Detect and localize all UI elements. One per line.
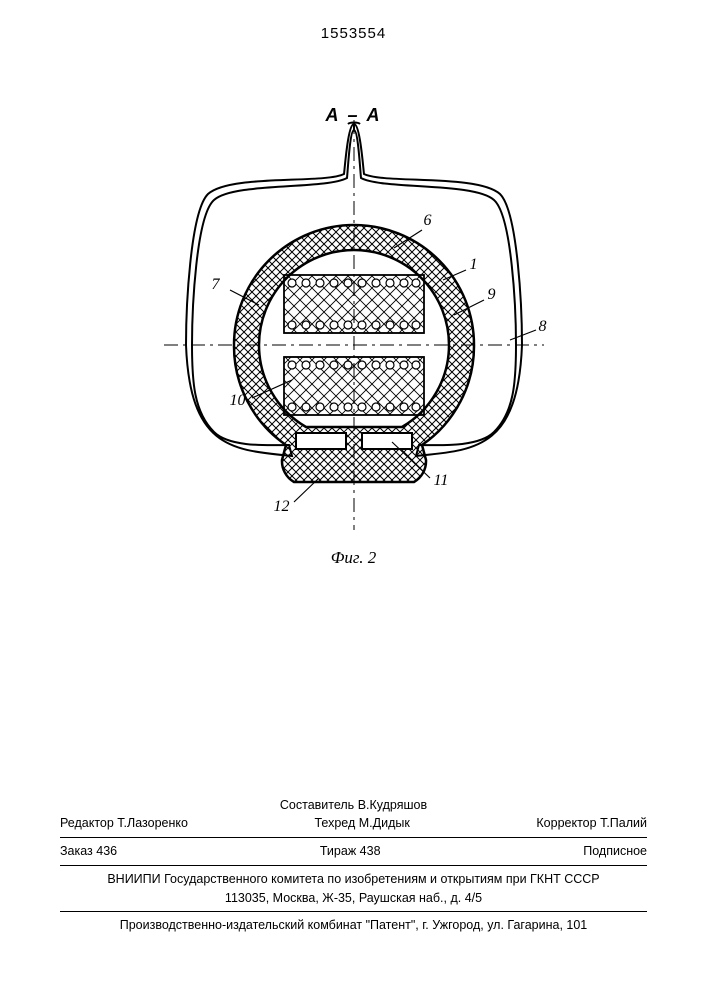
order-number: 436 bbox=[96, 844, 117, 858]
techred-name: М.Дидык bbox=[359, 816, 410, 830]
org-line2: 113035, Москва, Ж-35, Раушская наб., д. … bbox=[60, 889, 647, 908]
editor-label: Редактор bbox=[60, 816, 114, 830]
callout-11: 11 bbox=[434, 472, 449, 490]
tirage-number: 438 bbox=[360, 844, 381, 858]
corrector-name: Т.Палий bbox=[600, 816, 647, 830]
callout-9: 9 bbox=[488, 286, 496, 304]
compiler-name: В.Кудряшов bbox=[358, 798, 427, 812]
corrector-label: Корректор bbox=[536, 816, 596, 830]
compiler-label: Составитель bbox=[280, 798, 354, 812]
editor-name: Т.Лазоренко bbox=[117, 816, 188, 830]
callout-12: 12 bbox=[274, 498, 290, 516]
figure-2-diagram: 6 1 9 8 7 10 11 12 bbox=[144, 120, 564, 530]
techred-label: Техред bbox=[314, 816, 355, 830]
patent-number: 1553554 bbox=[321, 25, 386, 42]
org-line1: ВНИИПИ Государственного комитета по изоб… bbox=[60, 870, 647, 889]
printer-line: Производственно-издательский комбинат "П… bbox=[60, 916, 647, 935]
callout-8: 8 bbox=[539, 318, 547, 336]
diagram-svg bbox=[144, 120, 564, 530]
subscription: Подписное bbox=[583, 842, 647, 861]
order-label: Заказ bbox=[60, 844, 93, 858]
figure-caption: Фиг. 2 bbox=[331, 548, 377, 568]
callout-1: 1 bbox=[470, 256, 478, 274]
tirage-label: Тираж bbox=[320, 844, 356, 858]
callout-10: 10 bbox=[230, 392, 246, 410]
callout-7: 7 bbox=[212, 276, 220, 294]
colophon-block: Составитель В.Кудряшов Редактор Т.Лазоре… bbox=[60, 796, 647, 936]
callout-6: 6 bbox=[424, 212, 432, 230]
